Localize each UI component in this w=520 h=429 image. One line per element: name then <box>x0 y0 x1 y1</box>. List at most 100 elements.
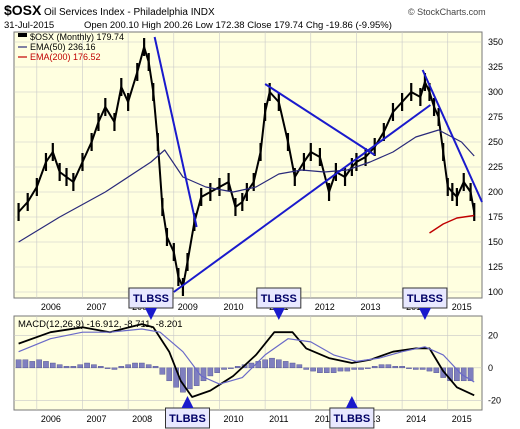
macd-histogram-bar <box>152 366 159 369</box>
macd-y-axis: 20 0 -20 <box>488 330 501 405</box>
macd-histogram-bar <box>97 366 104 369</box>
trendlines-group <box>153 36 483 293</box>
macd-histogram-bar <box>29 361 36 369</box>
macd-histogram-bar <box>104 367 111 369</box>
macd-histogram-bar <box>282 361 289 369</box>
macd-histogram-bar <box>262 359 268 369</box>
macd-histogram-bar <box>145 364 152 369</box>
callout-label: TLBSS <box>133 293 169 305</box>
macd-histogram-bar <box>392 366 399 369</box>
macd-histogram-bar <box>214 367 220 373</box>
macd-histogram-bar <box>118 366 125 369</box>
price-x-tick-label: 2010 <box>223 302 243 312</box>
legend-price-label: $OSX (Monthly) 179.74 <box>30 32 124 42</box>
macd-histogram-bar <box>289 362 296 369</box>
macd-x-tick-label: 2010 <box>223 414 243 424</box>
price-series-line <box>18 129 475 243</box>
price-y-tick-label: 250 <box>488 137 503 147</box>
macd-histogram-bar <box>337 367 344 372</box>
macd-histogram-bar <box>84 362 90 369</box>
macd-histogram-bar <box>166 367 173 382</box>
macd-histogram-bar <box>406 367 412 369</box>
macd-histogram-bar <box>22 359 29 369</box>
macd-histogram <box>15 357 474 393</box>
macd-x-tick-label: 2015 <box>452 414 472 424</box>
macd-histogram-bar <box>36 359 42 369</box>
trendline <box>421 69 483 203</box>
macd-histogram-bar <box>221 367 227 370</box>
macd-histogram-bar <box>378 364 385 369</box>
macd-histogram-bar <box>330 367 337 373</box>
callout-label: TLBSS <box>261 293 297 305</box>
macd-histogram-bar <box>70 366 77 369</box>
legend-swatch-price <box>18 33 27 37</box>
macd-histogram-bar <box>56 364 63 369</box>
chart-name: Oil Services Index - Philadelphia INDX <box>44 7 215 18</box>
price-y-tick-label: 150 <box>488 237 503 247</box>
chart-quote: Open 200.10 High 200.26 Low 172.38 Close… <box>84 20 392 31</box>
price-y-tick-label: 225 <box>488 162 503 172</box>
macd-x-tick-label: 2014 <box>406 414 426 424</box>
macd-x-tick-label: 2011 <box>269 414 288 424</box>
macd-series-group <box>18 323 475 398</box>
macd-histogram-bar <box>419 367 426 370</box>
macd-histogram-bar <box>77 364 84 369</box>
price-y-tick-label: 275 <box>488 112 503 122</box>
price-x-tick-label: 2007 <box>86 302 106 312</box>
macd-histogram-bar <box>200 367 207 382</box>
price-panel <box>13 31 483 299</box>
price-x-tick-label: 2013 <box>360 302 380 312</box>
trendline <box>153 36 198 228</box>
trendline <box>173 104 431 293</box>
macd-x-axis: 2006200720082009201020112012201320142015 <box>41 414 472 424</box>
macd-histogram-bar <box>447 367 453 382</box>
macd-histogram-bar <box>269 357 275 369</box>
macd-histogram-bar <box>317 367 323 373</box>
macd-histogram-bar <box>91 364 97 369</box>
callout: TLBSS <box>256 287 302 320</box>
callout-arrow <box>144 308 157 320</box>
price-series-line <box>429 214 475 234</box>
callout-label: TLBBS <box>334 413 371 425</box>
callouts-group: TLBSS TLBSS TLBSS TLBBS TLBBS <box>128 287 448 429</box>
callout-arrow <box>418 308 431 320</box>
macd-histogram-bar <box>159 367 166 375</box>
macd-histogram-bar <box>193 367 200 386</box>
macd-x-tick-label: 2008 <box>132 414 152 424</box>
callout-arrow <box>181 396 194 408</box>
macd-histogram-bar <box>296 364 303 369</box>
macd-histogram-bar <box>365 367 371 369</box>
price-y-tick-label: 350 <box>488 37 503 47</box>
callout-arrow <box>345 396 358 408</box>
macd-histogram-bar <box>440 367 446 378</box>
legend-ema50-label: EMA(50) 236.16 <box>30 42 96 52</box>
macd-histogram-bar <box>433 367 440 373</box>
callout: TLBSS <box>128 287 174 320</box>
macd-x-tick-label: 2007 <box>86 414 106 424</box>
price-x-tick-label: 2009 <box>178 302 198 312</box>
macd-histogram-bar <box>344 367 351 372</box>
price-x-tick-label: 2012 <box>315 302 335 312</box>
macd-histogram-bar <box>303 367 310 370</box>
macd-histogram-bar <box>323 367 330 373</box>
macd-histogram-bar <box>63 366 70 369</box>
price-y-tick-label: 325 <box>488 62 503 72</box>
chart-symbol: $OSX <box>4 2 42 18</box>
legend-ema200-label: EMA(200) 176.52 <box>30 52 101 62</box>
macd-histogram-bar <box>50 362 56 369</box>
macd-histogram-bar <box>371 366 378 369</box>
macd-histogram-bar <box>125 364 131 369</box>
callout: TLBBS <box>329 396 375 429</box>
callout-label: TLBBS <box>169 413 206 425</box>
macd-histogram-bar <box>276 359 282 369</box>
chart-brand: © StockCharts.com <box>408 7 486 17</box>
macd-histogram-bar <box>111 367 118 370</box>
macd-histogram-bar <box>43 361 49 369</box>
macd-histogram-bar <box>426 367 433 372</box>
macd-histogram-bar <box>139 362 145 369</box>
macd-x-tick-label: 2012 <box>315 414 335 424</box>
macd-title: MACD(12,26,9) -16.912, -8.711, -8.201 <box>18 319 183 330</box>
price-y-tick-label: 300 <box>488 87 503 97</box>
macd-histogram-bar <box>454 367 460 382</box>
